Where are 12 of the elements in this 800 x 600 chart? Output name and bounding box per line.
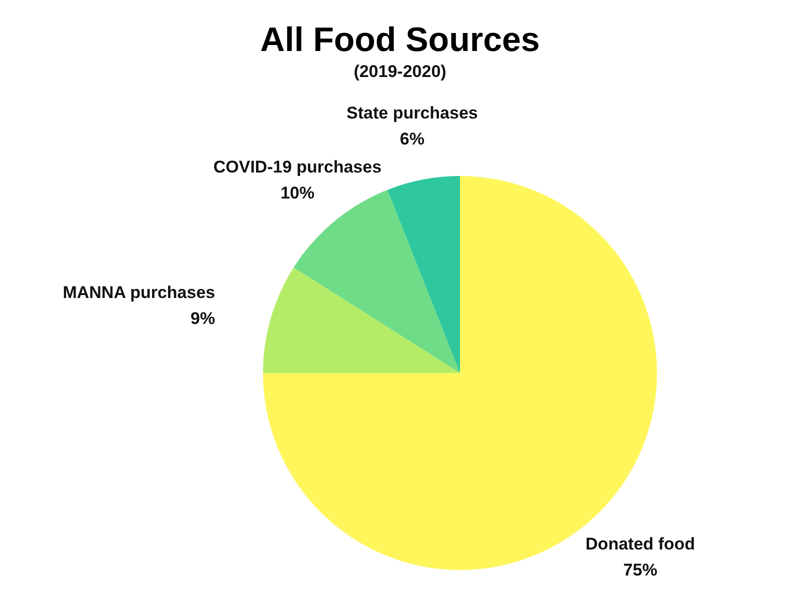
data-label: 9% — [190, 308, 216, 328]
data-label: 6% — [400, 130, 425, 149]
slice-label: Donated food — [586, 534, 696, 554]
chart-title: All Food Sources — [259, 20, 541, 60]
slice-label: COVID-19 purchases — [213, 158, 382, 177]
chart-subtitle: (2019-2020) — [352, 62, 448, 82]
data-label: 75% — [623, 560, 658, 580]
slice-label: State purchases — [346, 104, 478, 123]
slice-label: MANNA purchases — [62, 282, 216, 302]
data-label: 10% — [280, 184, 314, 203]
pie-slice — [263, 267, 460, 373]
pie-slice — [387, 176, 460, 373]
